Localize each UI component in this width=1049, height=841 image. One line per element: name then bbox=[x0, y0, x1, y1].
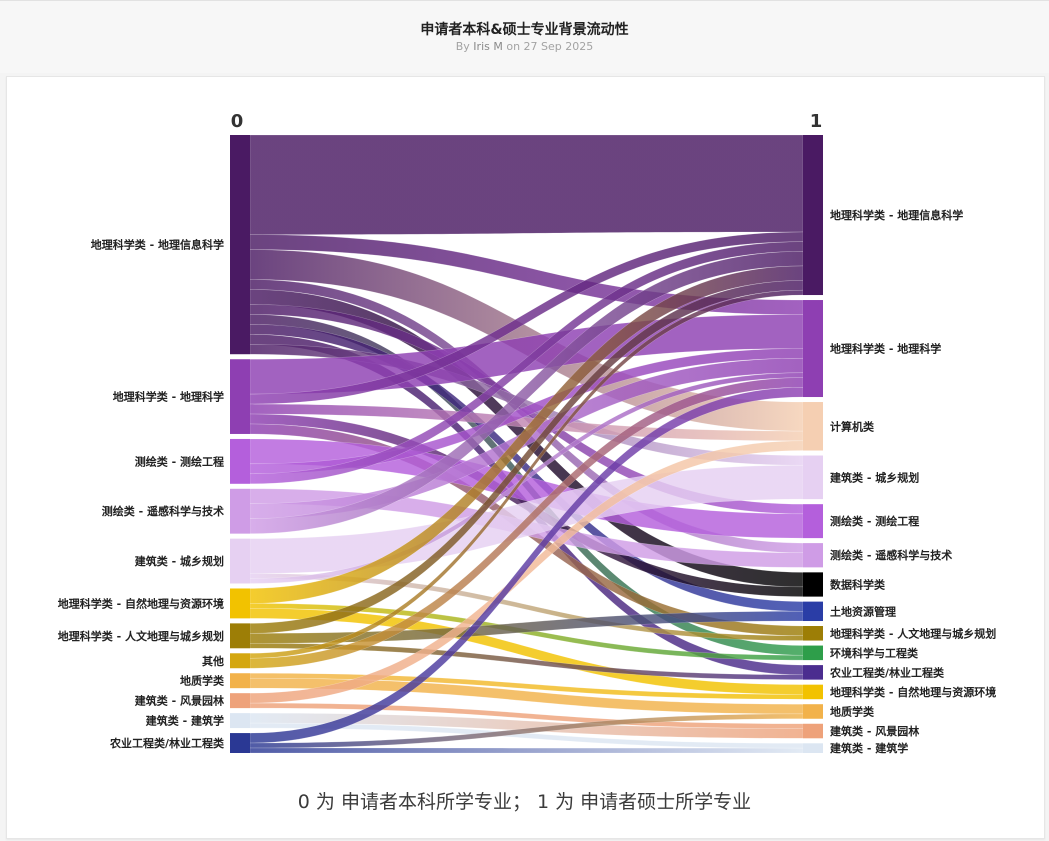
right-node-label: 地理科学类 - 人文地理与城乡规划 bbox=[830, 626, 996, 640]
byline-by: By bbox=[455, 40, 470, 53]
left-node-label: 地质学类 bbox=[180, 674, 225, 688]
chart-title: 申请者本科&硕士专业背景流动性 bbox=[420, 22, 629, 38]
right-node-label: 农业工程类/林业工程类 bbox=[829, 665, 945, 679]
right-node[interactable] bbox=[803, 684, 823, 700]
right-node-label: 计算机类 bbox=[830, 419, 875, 433]
right-node-label: 测绘类 - 遥感科学与技术 bbox=[830, 548, 952, 562]
right-node[interactable] bbox=[803, 300, 823, 398]
left-node[interactable] bbox=[230, 623, 250, 649]
stage-label-right: 1 bbox=[810, 111, 823, 132]
left-node-label: 地理科学类 - 自然地理与资源环境 bbox=[58, 596, 224, 610]
sankey-link[interactable] bbox=[249, 672, 804, 700]
chart-caption: 0 为 申请者本科所学专业； 1 为 申请者硕士所学专业 bbox=[297, 791, 752, 813]
left-node[interactable] bbox=[230, 359, 250, 434]
left-node-label: 其他 bbox=[202, 654, 224, 668]
left-node-label: 建筑类 - 城乡规划 bbox=[135, 554, 224, 568]
sankey-links bbox=[249, 134, 804, 754]
right-node[interactable] bbox=[803, 504, 823, 539]
right-node[interactable] bbox=[803, 402, 823, 451]
right-node[interactable] bbox=[803, 543, 823, 568]
left-node-label: 地理科学类 - 人文地理与城乡规划 bbox=[58, 629, 224, 643]
sankey-link[interactable] bbox=[249, 712, 804, 739]
right-node[interactable] bbox=[803, 743, 823, 753]
left-node-label: 建筑类 - 建筑学 bbox=[146, 714, 224, 728]
left-node[interactable] bbox=[230, 713, 250, 729]
left-node[interactable] bbox=[230, 538, 250, 584]
left-node[interactable] bbox=[230, 488, 250, 534]
left-node-label: 地理科学类 - 地理信息科学 bbox=[91, 238, 224, 252]
right-node[interactable] bbox=[803, 135, 823, 296]
right-node-label: 地理科学类 - 地理信息科学 bbox=[830, 208, 963, 222]
chart-card: 地理科学类 - 地理信息科学 地理科学类 - 地理科学 测绘类 - 测绘工程 测绘类 … bbox=[6, 76, 1045, 839]
right-node-label: 建筑类 - 建筑学 bbox=[830, 741, 908, 755]
left-node-label: 测绘类 - 遥感科学与技术 bbox=[102, 504, 224, 518]
left-node[interactable] bbox=[230, 588, 250, 619]
left-node[interactable] bbox=[230, 693, 250, 709]
right-node[interactable] bbox=[803, 645, 823, 661]
left-node-label: 建筑类 - 风景园林 bbox=[135, 694, 224, 708]
author-name[interactable]: Iris M bbox=[473, 40, 503, 53]
right-node[interactable] bbox=[803, 572, 823, 597]
right-node-label: 测绘类 - 测绘工程 bbox=[830, 514, 919, 528]
publish-date: 27 Sep 2025 bbox=[523, 40, 594, 53]
byline-on: on bbox=[506, 40, 521, 53]
right-node-label: 数据科学类 bbox=[830, 577, 886, 591]
right-node[interactable] bbox=[803, 626, 823, 641]
right-node-label: 环境科学与工程类 bbox=[830, 646, 919, 660]
sankey-nodes bbox=[230, 135, 823, 753]
right-node-label: 地理科学类 - 自然地理与资源环境 bbox=[830, 685, 996, 699]
right-node-label: 土地资源管理 bbox=[830, 604, 896, 618]
sankey-link[interactable] bbox=[249, 747, 804, 754]
sankey-link[interactable] bbox=[249, 387, 804, 744]
left-node[interactable] bbox=[230, 673, 250, 689]
left-node-label: 地理科学类 - 地理科学 bbox=[113, 390, 224, 404]
right-node[interactable] bbox=[803, 601, 823, 622]
left-node[interactable] bbox=[230, 733, 250, 753]
stage-label-left: 0 bbox=[231, 111, 244, 132]
right-node[interactable] bbox=[803, 455, 823, 500]
right-node[interactable] bbox=[803, 723, 823, 739]
left-node-label: 测绘类 - 测绘工程 bbox=[135, 454, 224, 468]
left-node-label: 农业工程类/林业工程类 bbox=[109, 736, 225, 750]
right-node-label: 建筑类 - 城乡规划 bbox=[830, 470, 919, 484]
chart-byline: By Iris M on 27 Sep 2025 bbox=[0, 40, 1049, 53]
sankey-link[interactable] bbox=[249, 134, 804, 235]
right-node-label: 地质学类 bbox=[830, 704, 875, 718]
right-node[interactable] bbox=[803, 665, 823, 680]
right-node[interactable] bbox=[803, 704, 823, 719]
right-node-label: 建筑类 - 风景园林 bbox=[830, 724, 919, 738]
chart-header: 申请者本科&硕士专业背景流动性 By Iris M on 27 Sep 2025 bbox=[0, 0, 1049, 73]
right-node-label: 地理科学类 - 地理科学 bbox=[830, 342, 941, 356]
left-node[interactable] bbox=[230, 653, 250, 669]
left-node[interactable] bbox=[230, 135, 250, 355]
left-node[interactable] bbox=[230, 438, 250, 484]
